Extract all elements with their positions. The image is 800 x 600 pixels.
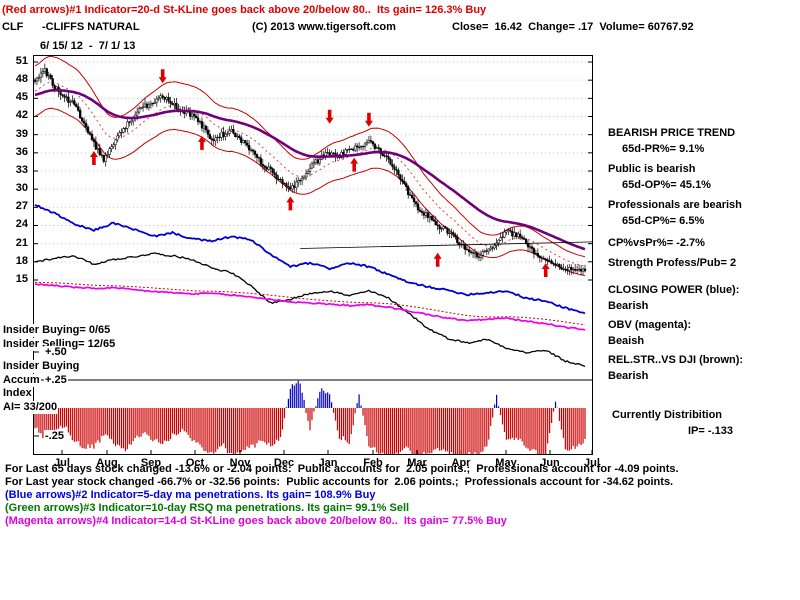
x-axis-label: Nov: [229, 457, 251, 469]
price-chart: [33, 55, 593, 455]
x-axis-label: Jan: [318, 457, 338, 469]
company-name: -CLIFFS NATURAL: [42, 21, 140, 33]
x-axis-label: Mar: [407, 457, 427, 469]
insider-buying-label: Insider Buying: [2, 360, 81, 373]
y-axis-label: 36: [15, 145, 28, 158]
relstr-label: REL.STR..VS DJI (brown):: [608, 354, 744, 366]
x-axis-label: Apr: [451, 457, 471, 469]
y-axis-label: 42: [15, 109, 28, 122]
y-axis-label: 21: [15, 236, 28, 249]
x-axis-label: Oct: [185, 457, 205, 469]
y-axis-label: 15: [15, 272, 28, 285]
copyright: (C) 2013 www.tigersoft.com: [252, 21, 396, 33]
ticker-symbol: CLF: [2, 21, 24, 33]
y-axis-label: 24: [15, 218, 28, 231]
y-axis-label: 18: [15, 254, 28, 267]
ip-value: IP= -.133: [688, 425, 733, 437]
indicator1-legend: (Red arrows)#1 Indicator=20-d St-KLine g…: [2, 4, 487, 16]
trend-title: BEARISH PRICE TREND: [608, 127, 736, 139]
public-state: Public is bearish: [608, 163, 696, 175]
strength-ratio: Strength Profess/Pub= 2: [608, 257, 737, 269]
indicator2-legend: (Blue arrows)#2 Indicator=5-day ma penet…: [5, 489, 376, 501]
y-axis-label: 27: [15, 200, 28, 213]
professionals-state: Professionals are bearish: [608, 199, 742, 211]
ai-scale-plus25: +.25: [44, 374, 68, 387]
closing-power-label: CLOSING POWER (blue):: [608, 284, 740, 296]
x-axis-label: Jul: [584, 457, 600, 469]
op-value: 65d-OP%= 45.1%: [622, 179, 711, 191]
relstr-state: Bearish: [608, 370, 649, 382]
x-axis-label: Aug: [96, 457, 118, 469]
insider-selling-count: Insider Selling= 12/65: [2, 338, 117, 351]
stat-line-year: For Last year stock changed -66.7% or -3…: [5, 476, 674, 488]
cp-vs-pr: CP%vsPr%= -2.7%: [608, 237, 705, 249]
y-axis-label: 45: [15, 91, 28, 104]
pr-value: 65d-PR%= 9.1%: [622, 143, 705, 155]
insider-buying-count: Insider Buying= 0/65: [2, 324, 112, 337]
x-axis-label: May: [495, 457, 517, 469]
x-axis-label: Jul: [54, 457, 70, 469]
date-range: 6/ 15/ 12 - 7/ 1/ 13: [40, 40, 136, 52]
closing-power-state: Bearish: [608, 300, 649, 312]
y-axis-label: 48: [15, 73, 28, 86]
y-axis-label: 33: [15, 163, 28, 176]
accum-label: Accum: [2, 374, 41, 387]
indicator3-legend: (Green arrows)#3 Indicator=10-day RSQ ma…: [5, 502, 410, 514]
indicator4-legend: (Magenta arrows)#4 Indicator=14-d St-KLi…: [5, 515, 507, 527]
x-axis-label: Jun: [540, 457, 560, 469]
x-axis-label: Sep: [140, 457, 162, 469]
y-axis-label: 51: [15, 55, 28, 67]
stat-line-65d: For Last 65 days stock changed -13.6% or…: [5, 463, 679, 475]
y-axis-label: 30: [15, 182, 28, 195]
x-axis-label: Dec: [273, 457, 295, 469]
x-axis-label: Feb: [363, 457, 383, 469]
quote-summary: Close= 16.42 Change= .17 Volume= 60767.9…: [452, 21, 694, 33]
obv-state: Beaish: [608, 335, 645, 347]
index-label: Index: [2, 387, 33, 400]
ai-scale-plus50: +.50: [44, 346, 68, 359]
obv-label: OBV (magenta):: [608, 319, 692, 331]
y-axis-label: 39: [15, 127, 28, 140]
ai-reading: AI= 33/200: [2, 401, 59, 414]
ai-scale-minus25: -.25: [44, 430, 65, 443]
cp-value: 65d-CP%= 6.5%: [622, 215, 705, 227]
distribution-label: Currently Distribition: [612, 409, 723, 421]
